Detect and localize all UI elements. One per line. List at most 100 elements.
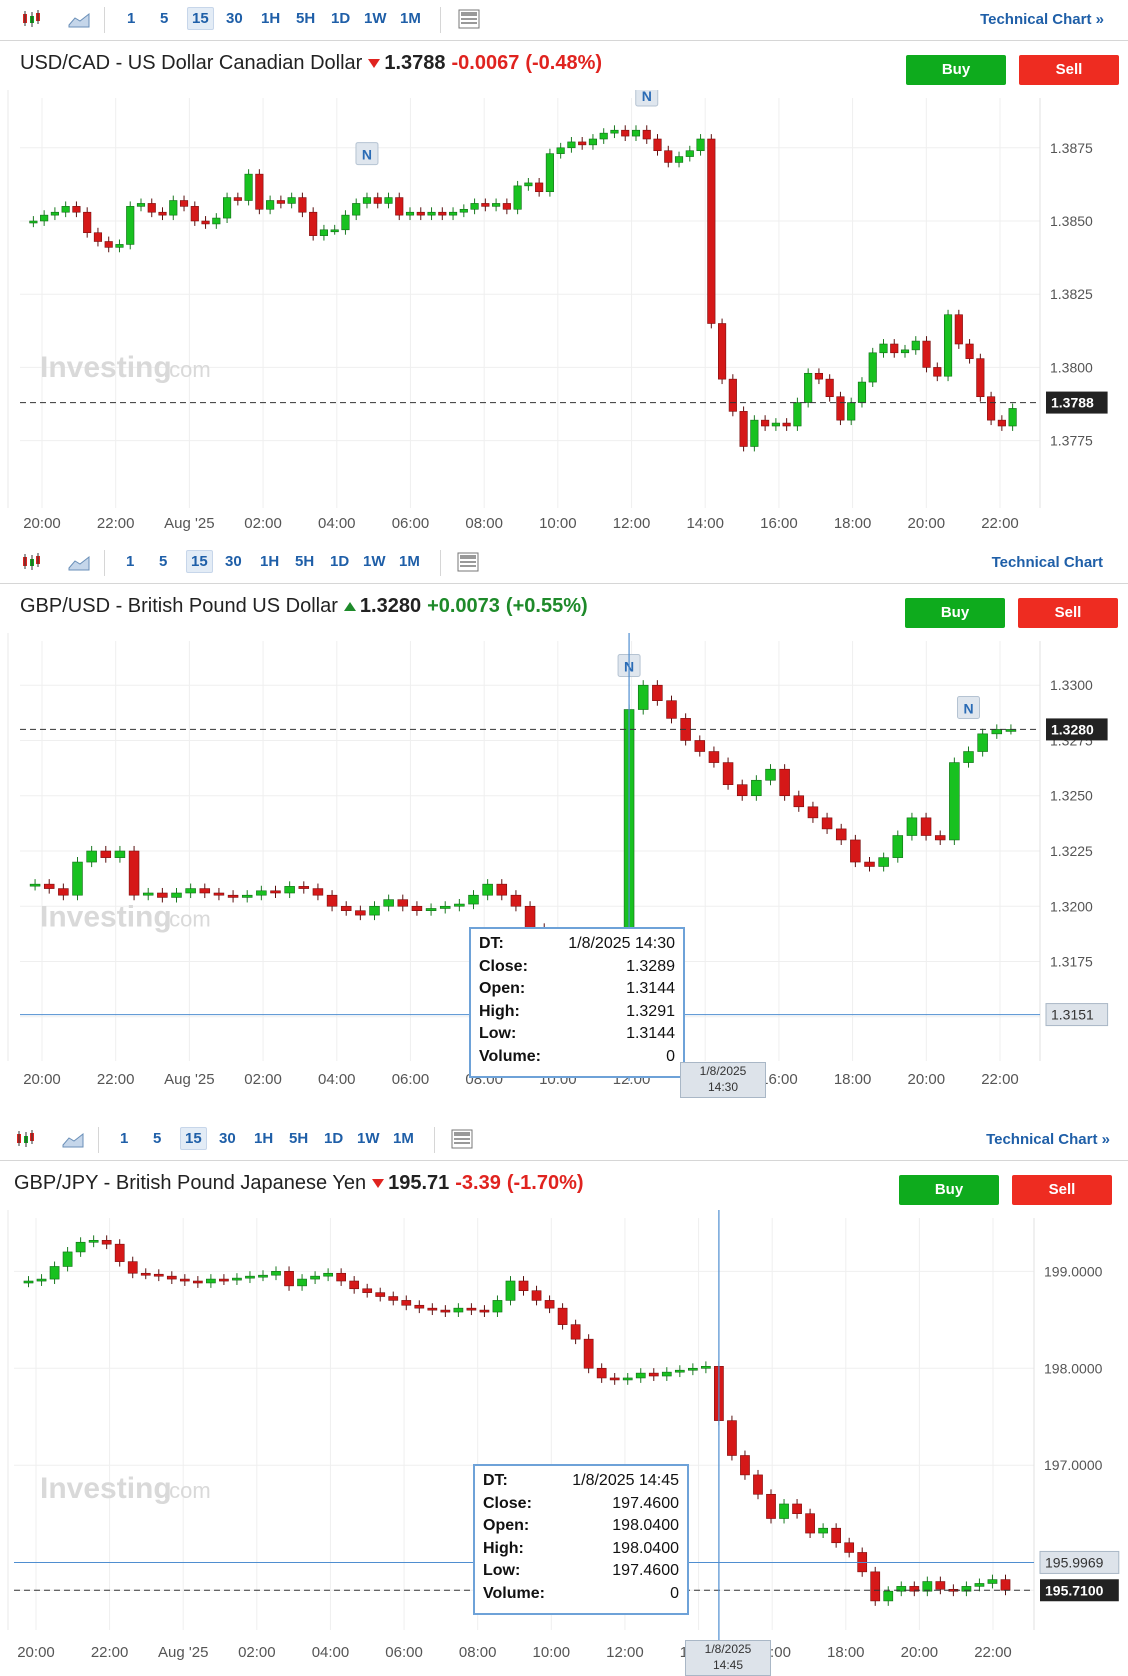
interval-1[interactable]: 1 — [127, 10, 136, 27]
candle-body — [1008, 408, 1017, 427]
technical-chart-link[interactable]: Technical Chart » — [980, 11, 1104, 28]
interval-1m[interactable]: 1M — [399, 553, 420, 570]
candle-body — [1000, 1579, 1011, 1591]
candle-body — [674, 156, 684, 163]
technical-chart-label: Technical Chart — [986, 1131, 1098, 1148]
x-tick-label: 18:00 — [834, 515, 872, 532]
candle-body — [648, 1372, 659, 1377]
interval-15[interactable]: 15 — [180, 1127, 207, 1150]
candlestick-type-icon[interactable] — [20, 9, 42, 29]
buy-button[interactable]: Buy — [899, 1175, 999, 1205]
candlestick-chart-usdcad[interactable]: 20:00 22:00 Aug '25 02:00 04:00 06:00 08:00 10:… — [0, 90, 1128, 545]
interval-5[interactable]: 5 — [159, 553, 168, 570]
candlestick-type-icon[interactable] — [20, 552, 42, 572]
x-tick-label: 02:00 — [244, 515, 282, 532]
interval-1d[interactable]: 1D — [330, 553, 350, 570]
interval-15[interactable]: 15 — [187, 7, 214, 30]
candle-body — [223, 197, 232, 219]
candle-body — [213, 892, 225, 896]
candlestick-chart-gbpusd[interactable]: 20:00 22:00 Aug '25 02:00 04:00 06:00 08:00 10:… — [0, 633, 1128, 1113]
area-type-icon[interactable] — [62, 1129, 84, 1149]
candle-body — [661, 1371, 672, 1377]
candle-body — [588, 138, 598, 146]
tooltip-key: High: — [483, 1539, 524, 1557]
interval-1w[interactable]: 1W — [364, 10, 387, 27]
interval-5[interactable]: 5 — [160, 10, 169, 27]
interval-1[interactable]: 1 — [126, 553, 135, 570]
candle-body — [609, 1377, 620, 1381]
x-tick-label: 02:00 — [238, 1644, 276, 1661]
candle-body — [836, 396, 845, 421]
candle-body — [900, 349, 910, 354]
interval-1h[interactable]: 1H — [260, 553, 280, 570]
technical-chart-link[interactable]: Technical Chart » — [986, 1131, 1110, 1148]
candle-body — [722, 762, 734, 785]
sell-button[interactable]: Sell — [1018, 598, 1118, 628]
interval-1w[interactable]: 1W — [363, 553, 386, 570]
candle-body — [454, 903, 465, 907]
tooltip-row: DT: 1/8/2025 14:45 — [483, 1472, 679, 1495]
candle-body — [637, 684, 649, 710]
candle-body — [701, 1366, 711, 1369]
layout-icon[interactable] — [451, 1129, 473, 1149]
interval-1h[interactable]: 1H — [254, 1130, 274, 1147]
x-tick-label: 10:00 — [533, 1644, 571, 1661]
interval-1h[interactable]: 1H — [261, 10, 281, 27]
sell-button[interactable]: Sell — [1012, 1175, 1112, 1205]
candle-body — [524, 182, 533, 187]
candle-body — [448, 211, 458, 216]
sell-button[interactable]: Sell — [1019, 55, 1119, 85]
crosshair-time: 14:30 — [707, 1080, 739, 1094]
interval-30[interactable]: 30 — [226, 10, 243, 27]
candle-body — [169, 200, 178, 216]
interval-1d[interactable]: 1D — [324, 1130, 344, 1147]
current-price-badge — [1040, 1579, 1119, 1602]
candle-body — [954, 314, 963, 345]
candle-body — [185, 888, 196, 894]
crosshair-price-badge — [1045, 1003, 1109, 1027]
current-price-badge-label: 1.3788 — [1051, 395, 1094, 411]
tooltip-value: 0 — [666, 1047, 675, 1065]
candle-body — [664, 150, 673, 163]
candle-body — [766, 1493, 776, 1519]
interval-1d[interactable]: 1D — [331, 10, 351, 27]
candle-body — [40, 214, 49, 222]
buy-button[interactable]: Buy — [905, 598, 1005, 628]
interval-5h[interactable]: 5H — [296, 10, 316, 27]
buy-button[interactable]: Buy — [906, 55, 1006, 85]
tooltip-row: Open: 1.3144 — [479, 980, 675, 1003]
area-type-icon[interactable] — [68, 9, 90, 29]
x-tick-label: 12:00 — [606, 1644, 644, 1661]
candle-body — [466, 1307, 477, 1311]
candle-body — [642, 129, 651, 140]
candle-body — [142, 892, 154, 896]
interval-1m[interactable]: 1M — [400, 10, 421, 27]
layout-icon[interactable] — [457, 552, 479, 572]
y-tick-label: 1.3175 — [1050, 954, 1093, 970]
area-type-icon[interactable] — [68, 552, 90, 572]
price-change: -3.39 — [455, 1172, 501, 1194]
candle-body — [545, 153, 554, 193]
tooltip-value: 198.0400 — [612, 1539, 679, 1557]
tooltip-value: 1.3289 — [626, 957, 675, 975]
candle-body — [505, 1280, 516, 1301]
interval-5[interactable]: 5 — [153, 1130, 162, 1147]
interval-5h[interactable]: 5H — [295, 553, 315, 570]
interval-30[interactable]: 30 — [219, 1130, 236, 1147]
candlestick-type-icon[interactable] — [14, 1129, 36, 1149]
candle-body — [835, 828, 847, 841]
instrument-header: GBP/JPY - British Pound Japanese Yen 195.… — [14, 1172, 584, 1195]
technical-chart-link[interactable]: Technical Chart — [991, 554, 1103, 571]
arrow-down-icon — [368, 59, 381, 69]
interval-15[interactable]: 15 — [186, 550, 213, 573]
candle-body — [879, 343, 888, 354]
price-change: +0.0073 — [427, 595, 500, 617]
interval-1[interactable]: 1 — [120, 1130, 129, 1147]
candle-body — [453, 1307, 464, 1313]
interval-5h[interactable]: 5H — [289, 1130, 309, 1147]
interval-1w[interactable]: 1W — [357, 1130, 380, 1147]
candle-body — [438, 211, 447, 216]
interval-30[interactable]: 30 — [225, 553, 242, 570]
interval-1m[interactable]: 1M — [393, 1130, 414, 1147]
layout-icon[interactable] — [458, 9, 480, 29]
